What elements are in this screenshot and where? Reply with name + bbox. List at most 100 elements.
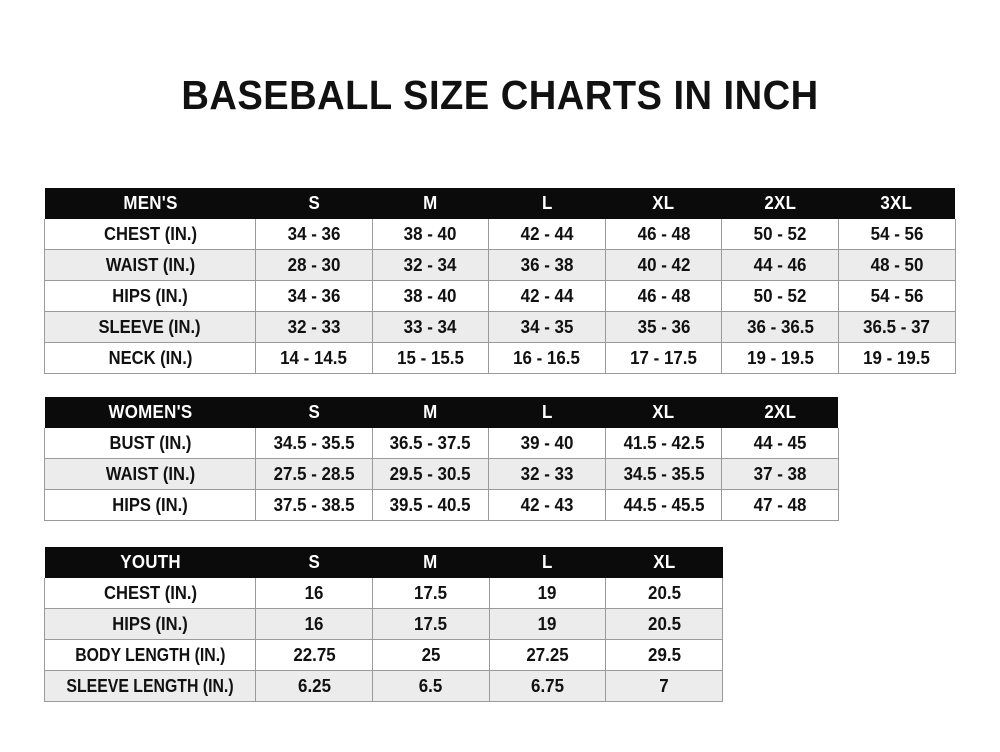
measurement-cell: 44 - 45	[721, 428, 839, 459]
womens-row-label: BUST (IN.)	[44, 428, 256, 459]
measurement-value: 15 - 15.5	[396, 347, 464, 368]
womens-size-header-s: S	[258, 397, 369, 428]
measurement-value: 20.5	[647, 582, 681, 603]
measurement-cell: 37 - 38	[721, 458, 839, 490]
youth-header-row: YOUTH S M L XL	[44, 547, 723, 578]
measurement-cell: 42 - 43	[488, 489, 606, 521]
measurement-cell: 34 - 35	[488, 311, 606, 343]
measurement-value: 36 - 36.5	[746, 316, 814, 337]
measurement-cell: 44 - 46	[721, 249, 839, 281]
table-row: HIPS (IN.) 37.5 - 38.5 39.5 - 40.5 42 - 43 4…	[44, 489, 839, 521]
measurement-cell: 16	[255, 608, 373, 640]
measurement-value: 25	[421, 644, 441, 665]
measurement-cell: 15 - 15.5	[371, 342, 490, 374]
womens-category-header: WOMEN'S	[50, 397, 250, 428]
table-row: SLEEVE (IN.) 32 - 33 33 - 34 34 - 35 35 - 36…	[44, 311, 956, 343]
measurement-value: 28 - 30	[287, 254, 341, 275]
mens-size-header-l: L	[492, 188, 602, 219]
measurement-cell: 50 - 52	[721, 280, 839, 312]
measurement-cell: 46 - 48	[604, 280, 723, 312]
measurement-cell: 37.5 - 38.5	[255, 489, 373, 521]
measurement-value: 27.25	[526, 644, 569, 665]
mens-row-label: SLEEVE (IN.)	[44, 311, 256, 343]
measurement-value: 41.5 - 42.5	[623, 432, 705, 453]
row-label-text: SLEEVE LENGTH (IN.)	[66, 675, 234, 696]
youth-size-header-m: M	[375, 547, 486, 578]
youth-category-header: YOUTH	[50, 547, 250, 578]
measurement-value: 38 - 40	[404, 285, 457, 306]
measurement-cell: 16 - 16.5	[488, 342, 606, 374]
measurement-value: 46 - 48	[637, 285, 690, 306]
measurement-value: 38 - 40	[404, 223, 457, 244]
measurement-cell: 17.5	[371, 578, 490, 609]
measurement-value: 14 - 14.5	[280, 347, 348, 368]
row-label-text: WAIST (IN.)	[105, 254, 195, 275]
measurement-cell: 29.5	[605, 639, 723, 671]
mens-row-label: HIPS (IN.)	[44, 280, 256, 312]
row-label-text: CHEST (IN.)	[103, 223, 197, 244]
measurement-value: 33 - 34	[404, 316, 457, 337]
measurement-value: 29.5	[647, 644, 681, 665]
measurement-cell: 39.5 - 40.5	[371, 489, 490, 521]
table-row: BUST (IN.) 34.5 - 35.5 36.5 - 37.5 39 - 40 4…	[44, 428, 839, 459]
measurement-value: 44 - 46	[753, 254, 807, 275]
row-label-text: SLEEVE (IN.)	[98, 316, 202, 337]
womens-table-head: WOMEN'S S M L XL 2XL	[44, 397, 839, 428]
measurement-cell: 34.5 - 35.5	[255, 428, 373, 459]
measurement-cell: 17 - 17.5	[604, 342, 723, 374]
measurement-value: 16 - 16.5	[513, 347, 581, 368]
womens-size-header-m: M	[375, 397, 486, 428]
measurement-value: 37.5 - 38.5	[273, 494, 355, 515]
measurement-value: 19	[537, 582, 557, 603]
measurement-cell: 36 - 36.5	[721, 311, 839, 343]
measurement-cell: 20.5	[605, 608, 723, 640]
measurement-value: 19 - 19.5	[746, 347, 814, 368]
measurement-value: 7	[659, 675, 669, 696]
measurement-cell: 48 - 50	[837, 249, 956, 281]
measurement-value: 36.5 - 37	[863, 316, 931, 337]
mens-size-header-xl: XL	[608, 188, 719, 219]
measurement-value: 29.5 - 30.5	[389, 463, 471, 484]
measurement-cell: 19 - 19.5	[721, 342, 839, 374]
measurement-cell: 39 - 40	[488, 428, 606, 459]
table-row: CHEST (IN.) 34 - 36 38 - 40 42 - 44 46 - 48 5…	[44, 219, 956, 250]
womens-size-header-2xl: 2XL	[725, 397, 835, 428]
mens-size-header-3xl: 3XL	[841, 188, 952, 219]
row-label-text: HIPS (IN.)	[112, 285, 188, 306]
mens-size-header-m: M	[375, 188, 486, 219]
row-label-text: BUST (IN.)	[109, 432, 191, 453]
mens-size-header-s: S	[258, 188, 369, 219]
measurement-value: 32 - 33	[520, 463, 574, 484]
youth-table-body: CHEST (IN.) 16 17.5 19 20.5 HIPS (IN.) 16 17.5 1…	[43, 578, 723, 702]
measurement-value: 37 - 38	[753, 463, 807, 484]
measurement-cell: 6.25	[255, 670, 373, 702]
measurement-cell: 42 - 44	[488, 219, 606, 250]
measurement-value: 16	[304, 613, 324, 634]
measurement-cell: 33 - 34	[371, 311, 490, 343]
measurement-value: 44 - 45	[753, 432, 807, 453]
measurement-cell: 19	[488, 578, 607, 609]
measurement-cell: 6.5	[371, 670, 490, 702]
womens-size-header-xl: XL	[608, 397, 719, 428]
measurement-cell: 28 - 30	[255, 249, 373, 281]
measurement-value: 6.25	[297, 675, 331, 696]
measurement-value: 36.5 - 37.5	[389, 432, 471, 453]
measurement-cell: 27.25	[488, 639, 607, 671]
measurement-cell: 54 - 56	[837, 280, 956, 312]
measurement-value: 44.5 - 45.5	[623, 494, 705, 515]
measurement-cell: 50 - 52	[721, 219, 839, 250]
measurement-value: 42 - 43	[520, 494, 574, 515]
measurement-value: 36 - 38	[520, 254, 574, 275]
table-row: WAIST (IN.) 27.5 - 28.5 29.5 - 30.5 32 - 33…	[44, 458, 839, 490]
measurement-value: 42 - 44	[520, 223, 574, 244]
measurement-value: 20.5	[647, 613, 681, 634]
row-label-text: NECK (IN.)	[108, 347, 192, 368]
measurement-value: 42 - 44	[520, 285, 574, 306]
measurement-value: 19 - 19.5	[863, 347, 931, 368]
row-label-text: HIPS (IN.)	[112, 613, 188, 634]
table-row: WAIST (IN.) 28 - 30 32 - 34 36 - 38 40 - 42 4…	[44, 249, 956, 281]
measurement-value: 34 - 36	[287, 223, 341, 244]
measurement-value: 50 - 52	[753, 223, 807, 244]
mens-row-label: CHEST (IN.)	[44, 219, 256, 250]
